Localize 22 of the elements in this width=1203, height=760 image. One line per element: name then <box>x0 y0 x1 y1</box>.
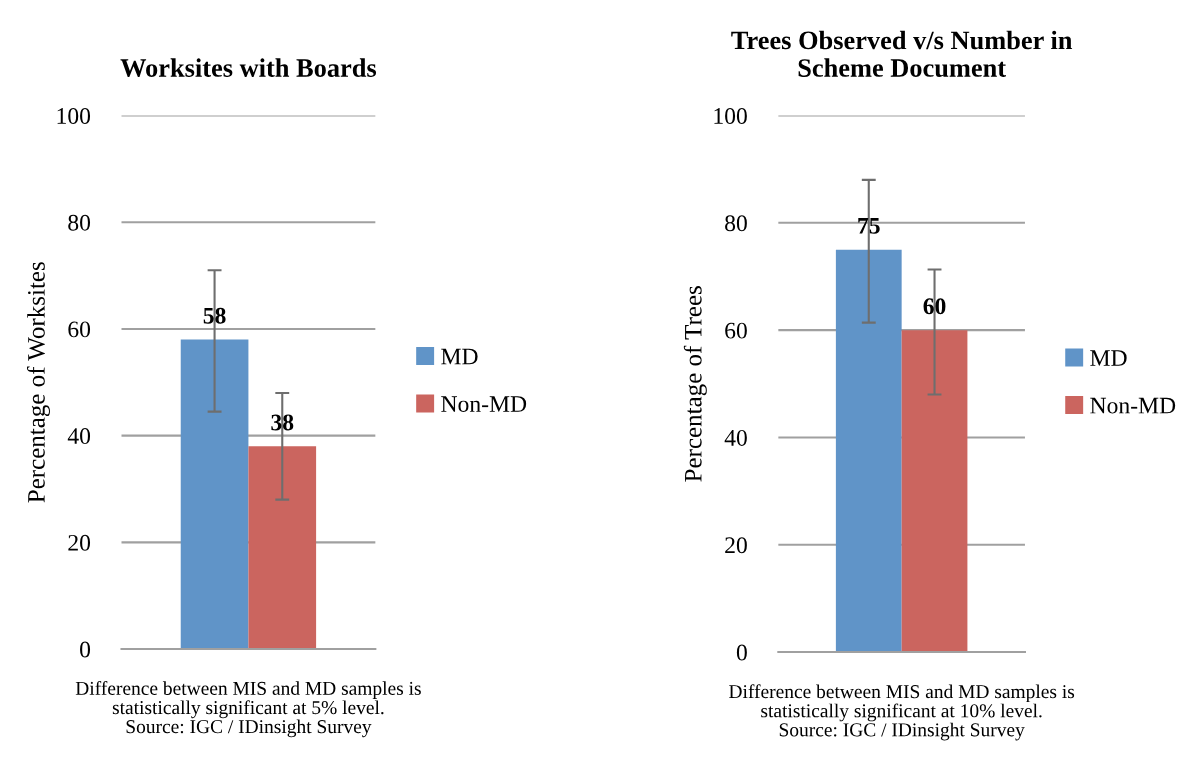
text: Difference between MIS and MD samples is statistically significant at 5% level. Source: IGC / IDinsight Survey <box>75 681 421 738</box>
legend-label: MD <box>441 348 478 365</box>
y-tick-label: 0 <box>736 644 747 661</box>
y-tick-label: 40 <box>724 429 747 446</box>
y-tick-label: 100 <box>57 108 91 124</box>
y-tick-label: 80 <box>68 214 91 231</box>
chart-title: Worksites with Boards <box>120 58 377 78</box>
text: Difference between MIS and MD samples is statistically significant at 10% level. Source: IGC / IDinsight Survey <box>729 684 1075 741</box>
y-tick-label: 20 <box>725 537 747 554</box>
legend-label: MD <box>1090 350 1127 366</box>
y-tick-label: 20 <box>68 534 91 551</box>
chart-title: Trees Observed v/s Number in Scheme Document <box>731 30 1073 77</box>
y-axis-title: Percentage of Trees <box>683 286 707 482</box>
y-tick-label: 60 <box>68 321 91 338</box>
legend-label: Non-MD <box>1090 397 1176 414</box>
y-axis-title: Percentage of Worksites <box>26 262 50 503</box>
y-tick-label: 100 <box>714 108 747 124</box>
y-tick-label: 40 <box>67 428 91 445</box>
y-tick-label: 80 <box>725 215 747 232</box>
y-tick-label: 0 <box>80 641 91 658</box>
legend-label: Non-MD <box>441 396 527 413</box>
y-tick-label: 60 <box>725 322 747 339</box>
